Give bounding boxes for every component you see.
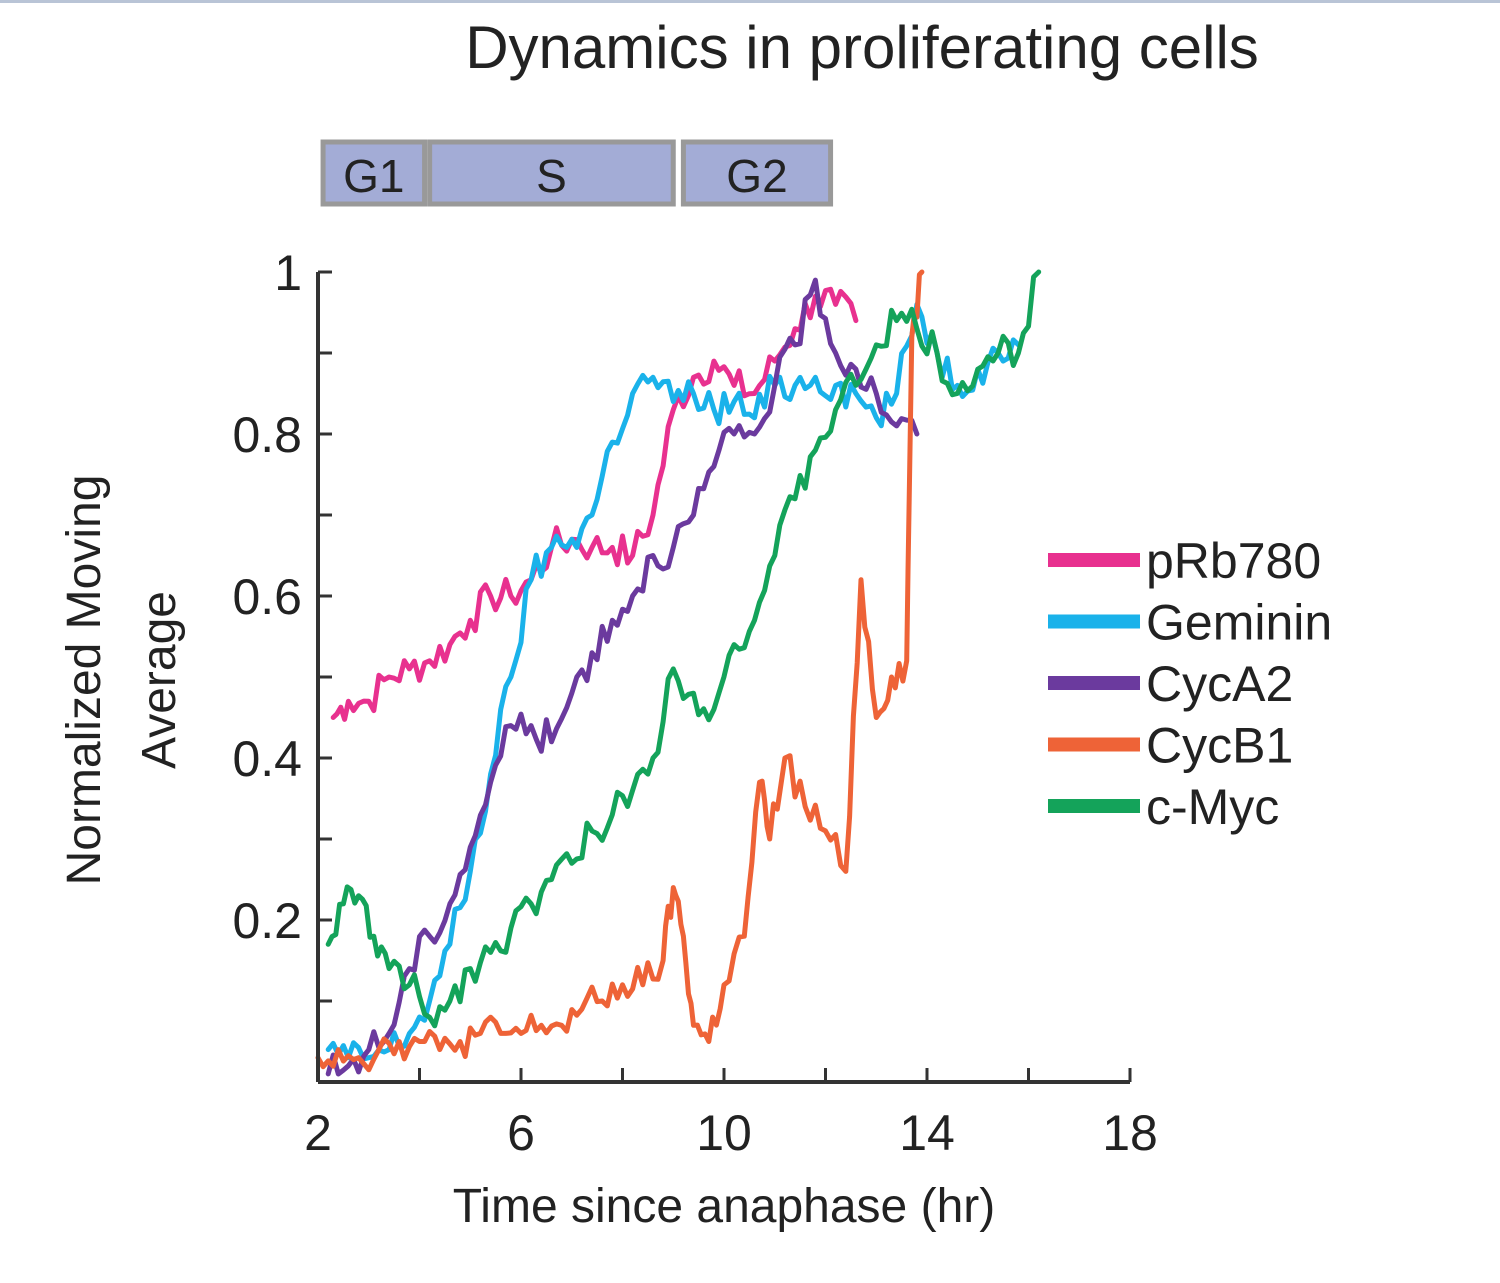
y-tick-label-0.8: 0.8 xyxy=(232,407,302,463)
x-axis-label: Time since anaphase (hr) xyxy=(453,1180,995,1233)
series-line-c-myc xyxy=(325,269,1042,1029)
y-tick-label-0.4: 0.4 xyxy=(232,731,302,787)
y-axis-ticks: 0.2 0.4 0.6 0.8 1 xyxy=(232,245,332,1003)
legend-label-cycb1: CycB1 xyxy=(1146,718,1293,774)
top-border xyxy=(0,0,1500,3)
series-line-prb780 xyxy=(330,286,859,722)
cell-cycle-phase-bar: G1 S G2 xyxy=(320,139,834,207)
y-tick-label-1: 1 xyxy=(274,245,302,301)
y-axis-label-line2: Average xyxy=(133,591,186,769)
x-tick-label-14: 14 xyxy=(899,1105,955,1161)
phase-box-g1 xyxy=(320,139,428,207)
series-line-cycb1 xyxy=(315,269,925,1073)
series-line-cyca2 xyxy=(325,277,920,1077)
phase-label-s: S xyxy=(536,150,567,202)
y-tick-label-0.2: 0.2 xyxy=(232,893,302,949)
phase-label-g2: G2 xyxy=(726,150,787,202)
phase-label-g1: G1 xyxy=(343,150,404,202)
legend-label-c-myc: c-Myc xyxy=(1146,779,1279,835)
legend-label-geminin: Geminin xyxy=(1146,595,1332,651)
x-tick-label-10: 10 xyxy=(696,1105,752,1161)
x-axis-ticks: 2 6 10 14 18 xyxy=(304,1068,1158,1161)
plot-area xyxy=(315,269,1042,1077)
x-tick-label-2: 2 xyxy=(304,1105,332,1161)
phase-box-s xyxy=(427,139,676,207)
legend-label-cyca2: CycA2 xyxy=(1146,656,1293,712)
x-tick-label-18: 18 xyxy=(1102,1105,1158,1161)
legend-label-prb780: pRb780 xyxy=(1146,533,1321,589)
y-axis-label-line1: Normalized Moving xyxy=(58,475,111,886)
x-tick-label-6: 6 xyxy=(507,1105,535,1161)
y-tick-label-0.6: 0.6 xyxy=(232,569,302,625)
chart-title: Dynamics in proliferating cells xyxy=(465,14,1259,81)
phase-box-g2 xyxy=(680,139,834,207)
series-line-geminin xyxy=(325,301,1021,1062)
